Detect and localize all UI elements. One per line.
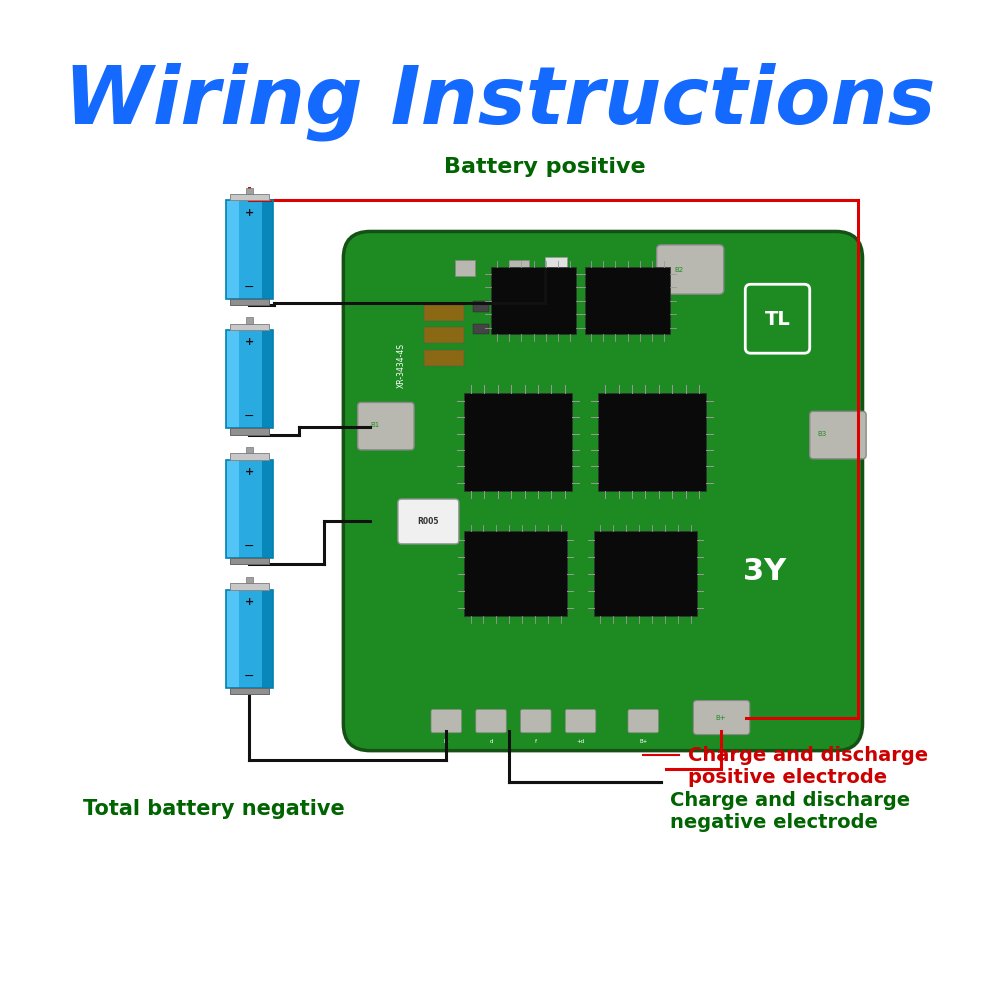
Text: B2: B2	[675, 267, 684, 273]
Bar	[226, 200, 273, 299]
Bar	[598, 393, 706, 491]
Bar	[455, 260, 475, 276]
Text: R005: R005	[418, 517, 439, 526]
Bar	[262, 590, 273, 688]
Text: −: −	[244, 540, 255, 553]
Bar	[230, 558, 269, 564]
Bar	[464, 531, 567, 616]
Bar	[226, 590, 239, 688]
Bar	[509, 260, 529, 276]
Bar	[424, 350, 464, 366]
Bar	[230, 688, 269, 694]
Bar	[246, 577, 253, 583]
Bar	[226, 330, 273, 428]
Bar	[424, 327, 464, 343]
Text: B+: B+	[639, 739, 647, 744]
Text: B1: B1	[370, 422, 379, 428]
Text: +: +	[245, 597, 254, 607]
Text: B+: B+	[716, 715, 726, 721]
FancyBboxPatch shape	[693, 701, 750, 735]
Text: −: −	[244, 670, 255, 683]
Text: TL: TL	[765, 310, 790, 329]
FancyBboxPatch shape	[476, 709, 506, 733]
Text: d: d	[489, 739, 493, 744]
Bar	[585, 267, 670, 334]
FancyBboxPatch shape	[810, 411, 866, 459]
Text: +d: +d	[576, 739, 585, 744]
Text: XR-3434-4S: XR-3434-4S	[397, 343, 406, 388]
Bar	[464, 393, 572, 491]
Bar	[230, 428, 269, 435]
Text: +: +	[245, 467, 254, 477]
Bar	[230, 583, 269, 590]
Bar	[246, 317, 253, 324]
Text: Wiring Instructions: Wiring Instructions	[64, 62, 936, 141]
Text: B-: B-	[443, 739, 449, 744]
Bar	[226, 590, 273, 688]
Text: Battery positive: Battery positive	[444, 157, 646, 177]
Text: −: −	[244, 410, 255, 423]
Bar	[226, 460, 273, 558]
FancyBboxPatch shape	[745, 284, 810, 353]
Bar	[473, 301, 489, 312]
Bar	[230, 453, 269, 460]
FancyBboxPatch shape	[398, 499, 459, 544]
Text: +: +	[245, 208, 254, 218]
Bar	[230, 194, 269, 200]
Bar	[226, 200, 273, 299]
Bar	[230, 299, 269, 305]
Bar	[226, 200, 239, 299]
Bar	[473, 324, 489, 334]
Bar	[226, 460, 239, 558]
FancyBboxPatch shape	[343, 231, 863, 751]
Bar	[262, 460, 273, 558]
FancyBboxPatch shape	[628, 709, 658, 733]
Bar	[491, 267, 576, 334]
Bar	[509, 301, 525, 312]
Text: f: f	[535, 739, 537, 744]
Bar	[226, 590, 273, 688]
Bar	[545, 257, 567, 276]
Bar	[262, 330, 273, 428]
Text: Charge and discharge
negative electrode: Charge and discharge negative electrode	[670, 791, 910, 832]
FancyBboxPatch shape	[521, 709, 551, 733]
Text: 3Y: 3Y	[743, 557, 786, 586]
FancyBboxPatch shape	[431, 709, 462, 733]
Bar	[509, 324, 525, 334]
FancyBboxPatch shape	[657, 245, 724, 294]
Bar	[424, 305, 464, 321]
Bar	[226, 330, 239, 428]
Bar	[230, 324, 269, 330]
FancyBboxPatch shape	[565, 709, 596, 733]
Text: B3: B3	[818, 431, 827, 437]
Bar	[262, 200, 273, 299]
Bar	[226, 330, 273, 428]
Text: −: −	[244, 280, 255, 293]
Bar	[246, 447, 253, 453]
Bar	[226, 460, 273, 558]
Text: +: +	[245, 337, 254, 347]
Bar	[246, 188, 253, 194]
Text: Total battery negative: Total battery negative	[83, 799, 344, 819]
FancyBboxPatch shape	[358, 402, 414, 450]
Bar	[594, 531, 697, 616]
Text: Charge and discharge
positive electrode: Charge and discharge positive electrode	[688, 746, 928, 787]
